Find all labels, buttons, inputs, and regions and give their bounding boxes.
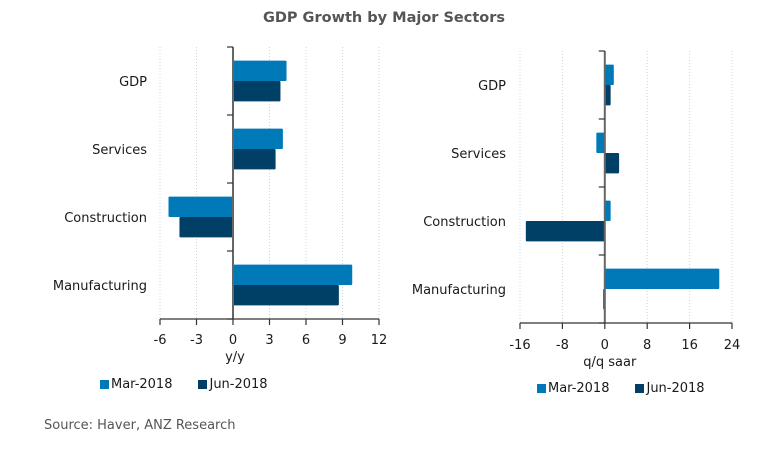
x-tick-label: 3: [265, 333, 273, 348]
legend-left: Mar-2018 Jun-2018: [100, 377, 294, 392]
legend-label-jun: Jun-2018: [209, 377, 268, 392]
legend-swatch-mar: [537, 384, 546, 393]
legend-item-mar: Mar-2018: [100, 377, 172, 392]
x-tick-label: 24: [724, 338, 741, 353]
x-tick-label: -3: [190, 333, 203, 348]
x-tick-label: -8: [556, 338, 569, 353]
x-tick-label: -6: [154, 333, 167, 348]
x-tick-label: -16: [509, 338, 530, 353]
x-tick-label: 0: [601, 338, 609, 353]
bar-gdp-jun-2018: [604, 85, 611, 106]
legend-item-jun: Jun-2018: [635, 381, 705, 396]
x-tick-label: 12: [371, 333, 388, 348]
bar-services-jun-2018: [233, 149, 276, 170]
legend-label-jun: Jun-2018: [646, 381, 705, 396]
category-label: Manufacturing: [412, 283, 506, 298]
x-axis-label: y/y: [225, 350, 245, 365]
bar-manufacturing-mar-2018: [604, 268, 720, 289]
category-label: GDP: [119, 75, 147, 90]
bar-gdp-mar-2018: [233, 60, 287, 81]
bar-services-mar-2018: [596, 132, 605, 153]
chart-title: GDP Growth by Major Sectors: [262, 10, 506, 26]
bar-services-mar-2018: [233, 128, 283, 149]
bar-construction-jun-2018: [525, 221, 605, 242]
category-label: GDP: [478, 79, 506, 94]
bar-services-jun-2018: [604, 153, 620, 174]
bar-construction-mar-2018: [168, 196, 233, 217]
legend-swatch-jun: [635, 384, 645, 393]
bar-manufacturing-jun-2018: [233, 285, 339, 306]
category-label: Manufacturing: [53, 279, 147, 294]
source-note: Source: Haver, ANZ Research: [44, 418, 236, 433]
x-tick-label: 0: [229, 333, 237, 348]
bar-construction-mar-2018: [604, 200, 611, 221]
legend-right: Mar-2018 Jun-2018: [537, 381, 731, 396]
bar-gdp-jun-2018: [233, 81, 281, 102]
legend-label-mar: Mar-2018: [548, 381, 610, 396]
category-label: Construction: [423, 215, 506, 230]
bar-construction-jun-2018: [179, 217, 233, 238]
legend-swatch-mar: [100, 380, 109, 389]
x-axis-label: q/q saar: [583, 355, 637, 370]
bar-manufacturing-mar-2018: [233, 264, 353, 285]
category-label: Construction: [64, 211, 147, 226]
legend-item-jun: Jun-2018: [198, 377, 268, 392]
x-tick-label: 6: [302, 333, 310, 348]
bar-gdp-mar-2018: [604, 64, 614, 85]
category-label: Services: [92, 143, 147, 158]
category-label: Services: [451, 147, 506, 162]
legend-item-mar: Mar-2018: [537, 381, 609, 396]
legend-label-mar: Mar-2018: [111, 377, 173, 392]
legend-swatch-jun: [198, 380, 208, 389]
x-tick-label: 8: [643, 338, 651, 353]
x-tick-label: 9: [338, 333, 346, 348]
x-tick-label: 16: [681, 338, 698, 353]
